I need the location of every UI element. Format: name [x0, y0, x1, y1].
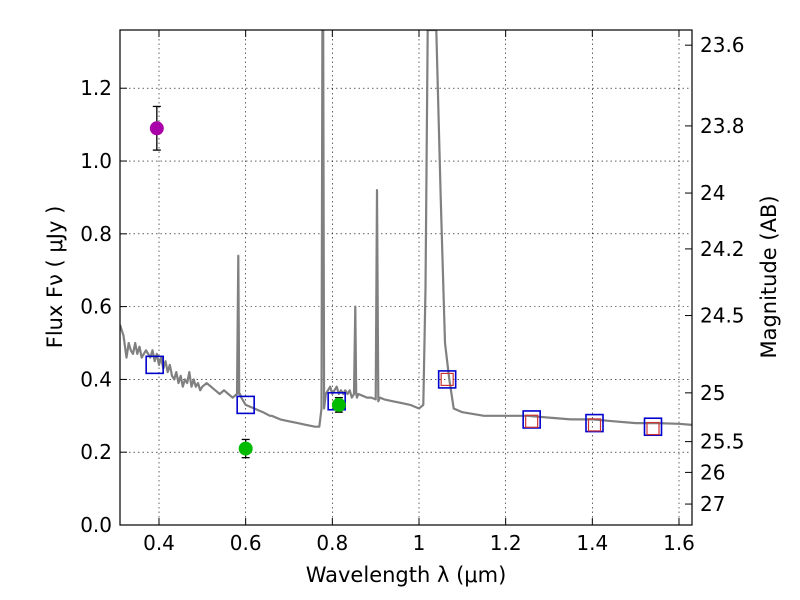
observed-red-square	[646, 421, 660, 436]
y-axis-label: Flux Fν ( μJy )	[43, 206, 67, 349]
model-photometry-square	[522, 410, 541, 429]
model-photometry-square	[145, 355, 164, 375]
axis-ticks: 0.4 0.6 0.8 1 1.2 1.4 1.6 0.0 0.2 0.4 0.6 0.8 1.0 1.2…	[80, 30, 745, 555]
y-tick-label: 0.8	[80, 222, 112, 246]
x-tick-label: 1.4	[576, 531, 608, 555]
y-tick-label: 0.6	[80, 295, 112, 319]
right-tick-label: 26	[700, 460, 725, 484]
right-tick-label: 23.6	[700, 33, 745, 57]
grid-lines	[120, 30, 692, 526]
x-tick-label: 1.6	[663, 531, 695, 555]
right-tick-label: 24.5	[700, 304, 745, 328]
right-tick-label: 25	[700, 381, 725, 405]
model-photometry-square	[236, 395, 255, 415]
x-tick-label: 0.4	[143, 531, 175, 555]
observed-point	[149, 121, 164, 136]
x-tick-label: 1.2	[490, 531, 522, 555]
right-tick-label: 27	[700, 492, 725, 516]
y-tick-label: 0.4	[80, 367, 112, 391]
x-tick-label: 0.6	[230, 531, 262, 555]
x-axis-label: Wavelength λ (μm)	[306, 563, 507, 587]
plot-background	[120, 30, 692, 525]
model-photometry-square	[643, 417, 663, 437]
x-tick-label: 0.8	[316, 531, 348, 555]
plot-frame	[119, 29, 693, 526]
plot-area	[120, 30, 692, 459]
x-tick-label: 1	[413, 531, 426, 555]
observed-red-square	[587, 418, 602, 432]
y-tick-label: 0.0	[80, 513, 112, 537]
y-tick-label: 0.2	[80, 440, 112, 464]
observed-red-square	[440, 372, 454, 387]
model-spectrum-line	[120, 30, 692, 428]
y-tick-label: 1.2	[80, 76, 112, 100]
right-tick-label: 24	[700, 181, 725, 205]
model-photometry-square	[437, 370, 457, 389]
observed-point	[331, 397, 346, 412]
observed-red-square	[525, 414, 539, 428]
observed-point	[238, 441, 253, 456]
model-photometry-square	[585, 413, 604, 433]
right-tick-label: 25.5	[700, 430, 745, 454]
right-tick-label: 24.2	[700, 237, 745, 261]
y-tick-label: 1.0	[80, 149, 112, 173]
right-tick-label: 23.8	[700, 114, 745, 138]
y-right-axis-label: Magnitude (AB)	[757, 195, 781, 358]
